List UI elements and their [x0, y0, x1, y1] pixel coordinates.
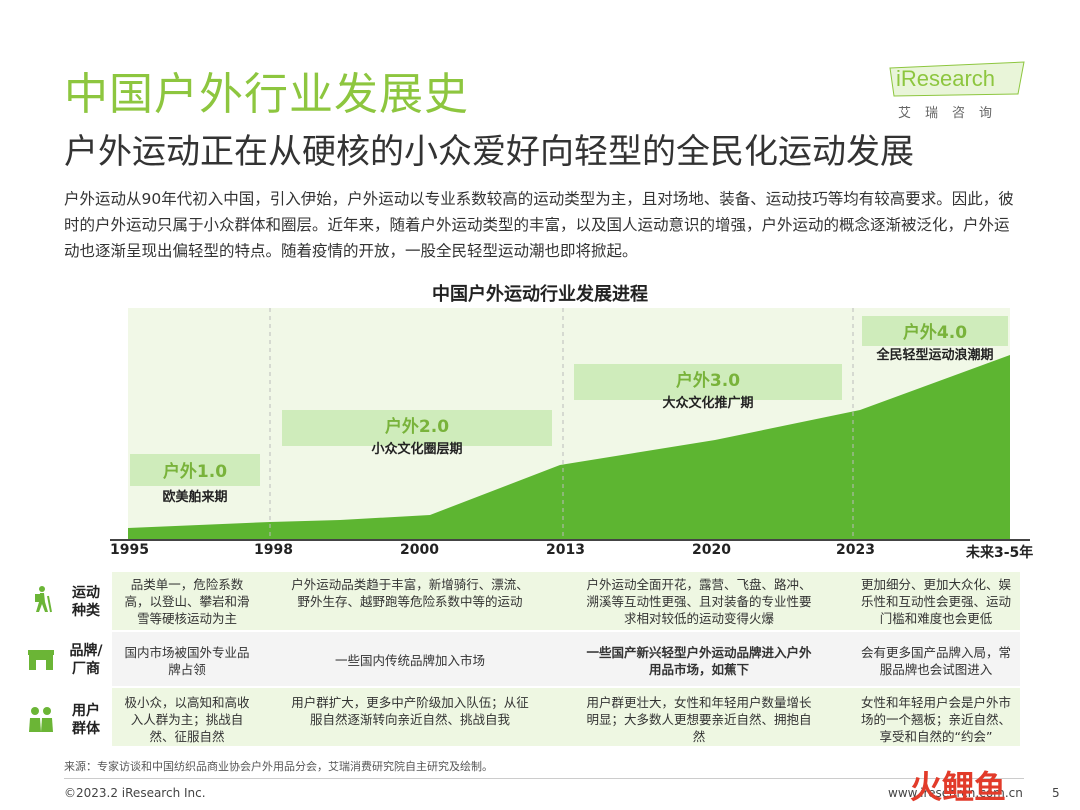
cell-sport-4: 更加细分、更加大众化、娱乐性和互动性会更强、运动门槛和难度也会更低: [860, 577, 1011, 626]
row-band-3: [112, 688, 1020, 746]
copyright: ©2023.2 iResearch Inc.: [64, 786, 206, 800]
cell-brand-2: 一些国内传统品牌加入市场: [334, 653, 485, 668]
year-label-2013: 2013: [546, 542, 585, 558]
cell-sport-3: 户外运动全面开花，露营、飞盘、路冲、溯溪等互动性更强、且对装备的专业性要求相对较…: [586, 577, 812, 626]
cell-users-4: 女性和年轻用户会是户外市场的一个翘板；亲近自然、享受和自然的“约会”: [860, 695, 1011, 744]
year-label-future: 未来3-5年: [966, 545, 1034, 561]
era-label-3: 户外3.0: [675, 371, 741, 391]
logo-word: iResearch: [896, 66, 996, 91]
year-label-1998: 1998: [254, 542, 293, 558]
cell-sport-2: 户外运动品类趋于丰富，新增骑行、漂流、野外生存、越野跑等危险系数中等的运动: [291, 577, 529, 609]
logo-banner-icon: [889, 61, 1025, 97]
era-desc-4: 全民轻型运动浪潮期: [876, 348, 994, 363]
row-head-brand: 品牌/厂商: [69, 643, 103, 677]
era-box-4: [862, 316, 1008, 346]
watermark: 火鲤鱼: [910, 768, 1007, 806]
era-desc-2: 小众文化圈层期: [371, 442, 463, 457]
era-desc-3: 大众文化推广期: [662, 396, 754, 411]
website-link[interactable]: www.iresearch.com.cn: [888, 786, 1023, 800]
era-desc-1: 欧美舶来期: [162, 490, 228, 505]
era-label-2: 户外2.0: [384, 417, 450, 437]
cell-users-3: 用户群更壮大，女性和年轻用户数量增长明显；大多数人更想要亲近自然、拥抱自然: [586, 695, 812, 744]
cell-sport-1: 品类单一，危险系数高，以登山、攀岩和滑雪等硬核运动为主: [124, 577, 250, 626]
users-icon: [29, 707, 53, 732]
intro-paragraph: 户外运动从90年代初入中国，引入伊始，户外运动以专业系数较高的运动类型为主，且对…: [64, 190, 1014, 260]
era-label-1: 户外1.0: [162, 462, 228, 482]
cell-users-1: 极小众，以高知和高收入人群为主；挑战自然、征服自然: [124, 695, 250, 744]
year-label-2000: 2000: [400, 542, 439, 558]
page-number: 5: [1052, 786, 1060, 800]
page-title: 中国户外行业发展史: [64, 69, 469, 120]
logo-sub: 艾瑞咨询: [898, 106, 1007, 121]
source-note: 来源：专家访谈和中国纺织品商业协会户外用品分会，艾瑞消费研究院自主研究及绘制。: [64, 760, 493, 773]
era-label-4: 户外4.0: [902, 323, 968, 343]
era-box-1: [130, 454, 260, 486]
row-head-sport: 运动种类: [72, 585, 100, 619]
year-label-1995: 1995: [110, 542, 149, 558]
year-label-2023: 2023: [836, 542, 875, 558]
row-band-2: [112, 632, 1020, 686]
row-head-users: 用户群体: [72, 703, 100, 737]
page-subtitle: 户外运动正在从硬核的小众爱好向轻型的全民化运动发展: [64, 132, 914, 172]
iresearch-logo: iResearch 艾瑞咨询: [888, 58, 1028, 128]
store-icon: [28, 650, 54, 670]
chart-title: 中国户外运动行业发展进程: [432, 284, 648, 305]
cell-brand-1: 国内市场被国外专业品牌占领: [124, 645, 250, 677]
era-box-2: [282, 410, 552, 446]
cell-brand-3: 一些国产新兴轻型户外运动品牌进入户外用品市场，如蕉下: [586, 645, 812, 677]
development-chart: [110, 308, 1030, 541]
era-box-3: [574, 364, 842, 400]
cell-brand-4: 会有更多国产品牌入局，常服品牌也会试图进入: [860, 645, 1011, 677]
year-label-2020: 2020: [692, 542, 731, 558]
row-band-1: [112, 572, 1020, 630]
hiker-icon: [35, 586, 52, 613]
footer-divider: [64, 778, 1024, 779]
cell-users-2: 用户群扩大，更多中产阶级加入队伍；从征服自然逐渐转向亲近自然、挑战自我: [291, 695, 529, 727]
growth-area: [128, 355, 1010, 540]
